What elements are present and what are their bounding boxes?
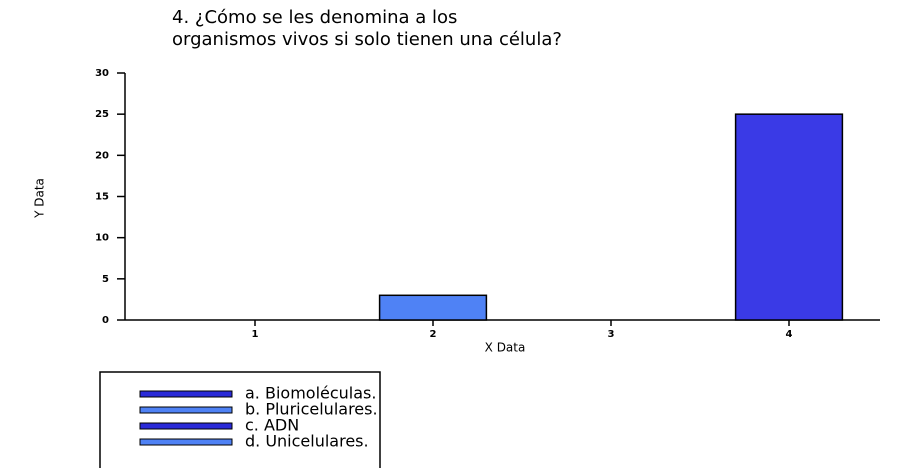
legend-swatch [139, 438, 233, 446]
legend-label: a. Biomoléculas. [245, 384, 376, 403]
y-tick-label: 30 [95, 68, 109, 79]
x-tick-label: 2 [430, 329, 437, 340]
legend-label: d. Unicelulares. [245, 432, 369, 451]
x-tick-label: 1 [252, 329, 259, 340]
y-tick-label: 0 [102, 315, 109, 326]
x-tick-label: 4 [786, 329, 793, 340]
chart-title: organismos vivos si solo tienen una célu… [172, 29, 562, 50]
y-axis-label: Y Data [33, 178, 47, 219]
y-tick-label: 5 [102, 274, 109, 285]
x-axis-label: X Data [485, 341, 526, 355]
y-tick-label: 15 [95, 192, 109, 203]
bar [378, 294, 488, 321]
legend-box [99, 371, 381, 468]
legend-swatch [139, 406, 233, 414]
chart-title: 4. ¿Cómo se les denomina a los [172, 7, 457, 28]
bar [734, 113, 844, 321]
legend-label: c. ADN [245, 416, 299, 435]
legend-swatch [139, 390, 233, 398]
y-tick-label: 25 [95, 109, 109, 120]
legend-swatch [139, 422, 233, 430]
legend-label: b. Pluricelulares. [245, 400, 378, 419]
x-tick-label: 3 [608, 329, 615, 340]
y-tick-label: 20 [95, 150, 109, 161]
y-tick-label: 10 [95, 233, 109, 244]
